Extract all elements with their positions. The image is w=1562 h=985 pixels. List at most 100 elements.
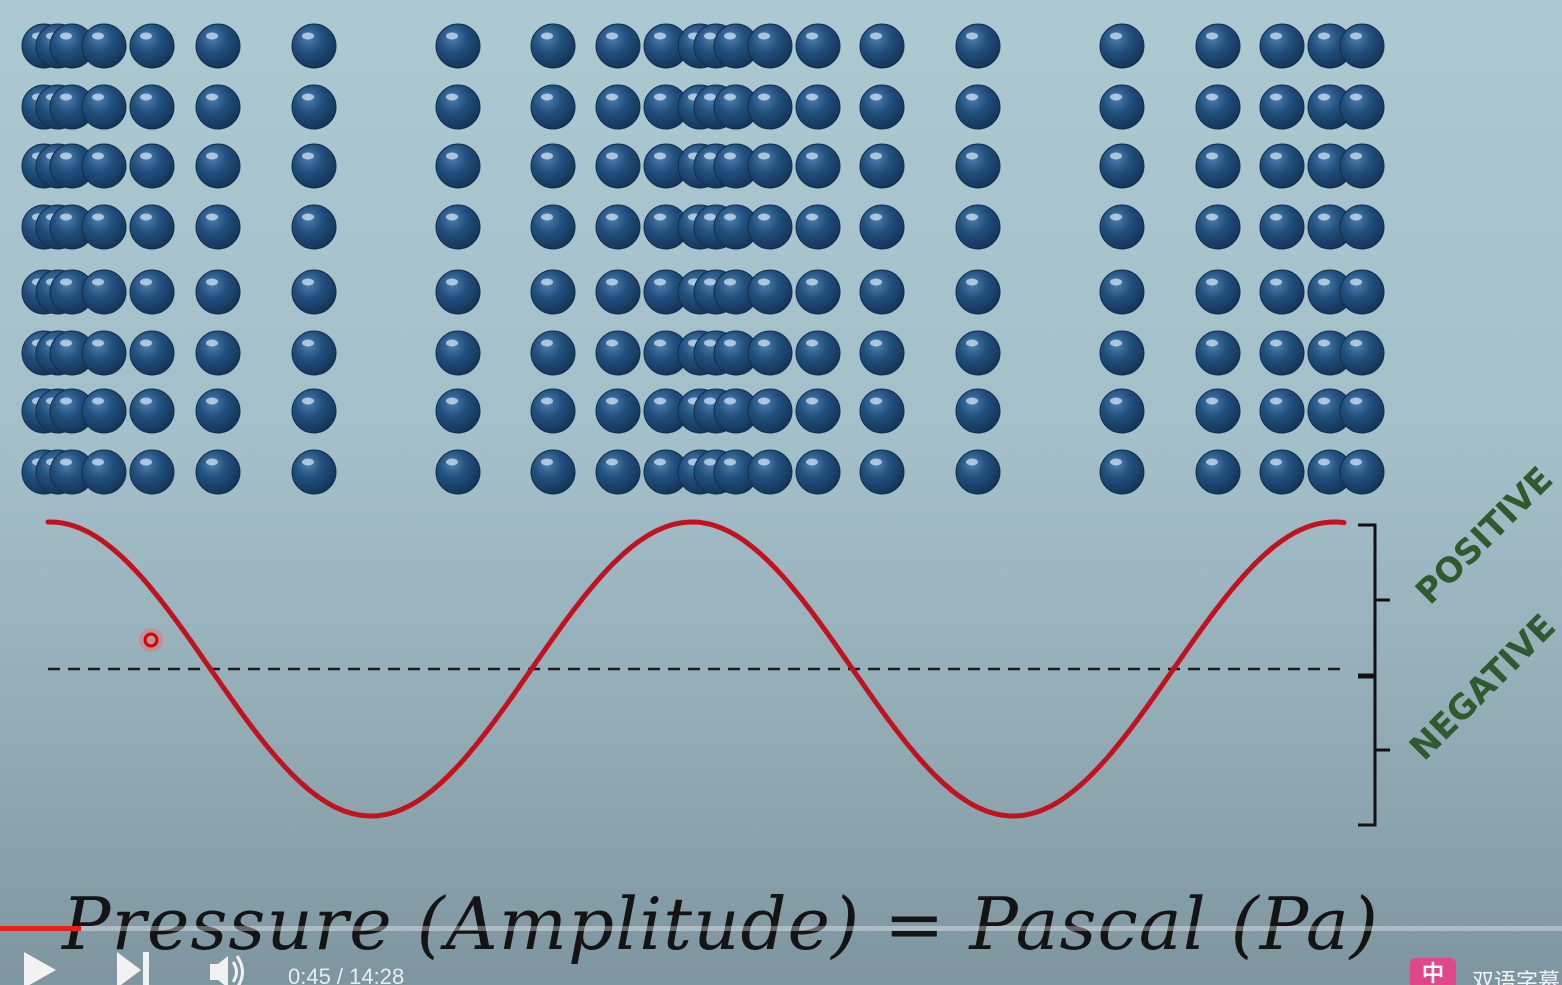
subtitle-extension-label[interactable]: 双语字幕: [1472, 970, 1561, 985]
particle-highlight: [704, 397, 716, 405]
particle-highlight: [870, 278, 882, 286]
air-particle: [859, 388, 905, 434]
particle-highlight: [1318, 458, 1330, 466]
air-particle: [530, 330, 576, 376]
particle-highlight: [92, 213, 104, 221]
volume-button[interactable]: [208, 948, 248, 985]
particle-highlight: [806, 32, 818, 40]
air-particle: [291, 330, 337, 376]
particle-highlight: [1318, 32, 1330, 40]
air-particle: [795, 330, 841, 376]
particle-highlight: [1110, 93, 1122, 101]
air-particle: [1339, 388, 1385, 434]
particle-highlight: [1206, 32, 1218, 40]
air-particle: [291, 143, 337, 189]
particle-highlight: [446, 458, 458, 466]
particle-highlight: [724, 278, 736, 286]
particle-highlight: [92, 339, 104, 347]
particle-highlight: [1350, 152, 1362, 160]
particle-highlight: [446, 152, 458, 160]
volume-icon: [210, 955, 244, 985]
air-particle: [81, 388, 127, 434]
air-particle: [595, 388, 641, 434]
particle-highlight: [1206, 458, 1218, 466]
air-particle: [955, 23, 1001, 69]
air-particle: [795, 143, 841, 189]
particle-highlight: [1318, 93, 1330, 101]
air-particle: [955, 388, 1001, 434]
air-particle: [1099, 330, 1145, 376]
particle-highlight: [654, 339, 666, 347]
particle-highlight: [606, 458, 618, 466]
video-progress-played[interactable]: [0, 926, 82, 931]
air-particle: [129, 269, 175, 315]
air-particle: [1195, 23, 1241, 69]
air-particle: [595, 23, 641, 69]
particle-highlight: [758, 339, 770, 347]
air-particle-grid: [21, 23, 1385, 495]
particle-highlight: [654, 458, 666, 466]
particle-highlight: [870, 152, 882, 160]
particle-highlight: [758, 278, 770, 286]
play-icon: [24, 952, 56, 985]
air-particle: [1259, 84, 1305, 130]
particle-highlight: [704, 32, 716, 40]
particle-highlight: [1350, 32, 1362, 40]
air-particle: [1195, 269, 1241, 315]
play-button[interactable]: [22, 948, 58, 985]
particle-highlight: [724, 93, 736, 101]
air-particle: [1195, 143, 1241, 189]
particle-highlight: [606, 152, 618, 160]
particle-highlight: [806, 152, 818, 160]
air-particle: [1195, 388, 1241, 434]
air-particle: [795, 23, 841, 69]
particle-highlight: [758, 458, 770, 466]
air-particle: [859, 449, 905, 495]
air-particle: [530, 143, 576, 189]
particle-highlight: [606, 32, 618, 40]
time-display: 0:45 / 14:28: [288, 964, 405, 985]
particle-highlight: [302, 278, 314, 286]
particle-highlight: [302, 213, 314, 221]
air-particle: [955, 143, 1001, 189]
next-button[interactable]: [115, 948, 153, 985]
particle-highlight: [1350, 397, 1362, 405]
particle-highlight: [302, 93, 314, 101]
particle-highlight: [92, 152, 104, 160]
particle-highlight: [92, 397, 104, 405]
particle-highlight: [60, 458, 72, 466]
particle-highlight: [60, 32, 72, 40]
air-particle: [1099, 84, 1145, 130]
particle-highlight: [724, 339, 736, 347]
air-particle: [291, 388, 337, 434]
air-particle: [795, 84, 841, 130]
air-particle: [435, 23, 481, 69]
particle-highlight: [806, 397, 818, 405]
particle-highlight: [140, 397, 152, 405]
particle-highlight: [446, 397, 458, 405]
air-particle: [195, 143, 241, 189]
video-progress-track[interactable]: [0, 926, 1562, 931]
particle-highlight: [206, 397, 218, 405]
particle-highlight: [206, 152, 218, 160]
air-particle: [1259, 330, 1305, 376]
particle-highlight: [606, 339, 618, 347]
particle-highlight: [1318, 339, 1330, 347]
air-particle: [859, 269, 905, 315]
particle-highlight: [1270, 32, 1282, 40]
air-particle: [129, 204, 175, 250]
particle-highlight: [966, 339, 978, 347]
particle-highlight: [1270, 278, 1282, 286]
air-particle: [1259, 23, 1305, 69]
subtitle-extension-icon[interactable]: 中: [1410, 958, 1456, 985]
air-particle: [1099, 449, 1145, 495]
air-particle: [747, 330, 793, 376]
air-particle: [530, 388, 576, 434]
particle-highlight: [966, 152, 978, 160]
negative-bracket: [1358, 675, 1390, 827]
particle-highlight: [1206, 339, 1218, 347]
air-particle: [81, 84, 127, 130]
particle-highlight: [966, 458, 978, 466]
particle-highlight: [60, 213, 72, 221]
air-particle: [530, 269, 576, 315]
